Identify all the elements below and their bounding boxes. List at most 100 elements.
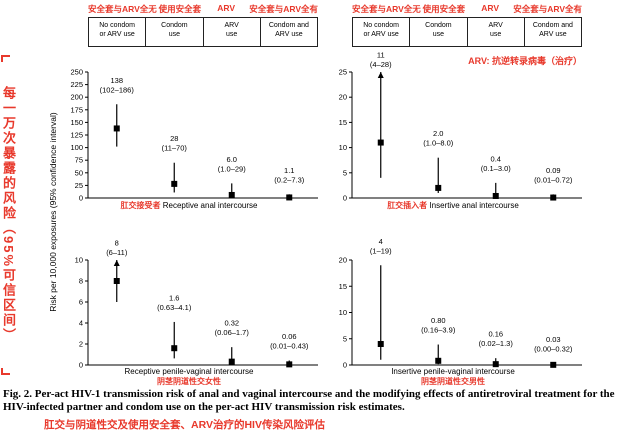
point-ci-label: (0.1–3.0) xyxy=(481,164,512,173)
point-ci-label: (1.0–29) xyxy=(218,164,246,173)
figure-caption: Fig. 2. Per-act HIV-1 transmission risk … xyxy=(3,388,615,414)
point-value-label: 8 xyxy=(115,239,119,248)
xlabel-en: Insertive penile-vaginal intercourse xyxy=(391,367,515,376)
clip-arrow-icon xyxy=(113,260,120,266)
point-ci-label: (0.2–7.3) xyxy=(274,175,305,184)
y-tick-label: 20 xyxy=(339,256,347,265)
col-header: ARV use xyxy=(202,18,260,46)
point-ci-label: (1.0–8.0) xyxy=(423,139,454,148)
point-value-label: 1.6 xyxy=(169,293,179,302)
col-header: Condom use xyxy=(145,18,202,46)
point-marker xyxy=(171,180,178,187)
xlabel-cn: 阴茎阴道性交男性 xyxy=(421,376,485,386)
xlabel-en: Receptive penile-vaginal intercourse xyxy=(124,367,254,376)
xlabel-en: Receptive anal intercourse xyxy=(162,201,258,210)
y-tick-label: 225 xyxy=(70,80,83,89)
y-tick-label: 4 xyxy=(79,319,83,328)
point-ci-label: (1–19) xyxy=(370,246,392,255)
xlabel-cn: 肛交插入者 xyxy=(387,201,428,210)
chart-insertive-anal: 0 5 10 15 20 25 11(4–28) 2.0(1.0–8.0) 0.4(0.1–3.… xyxy=(339,51,582,203)
point-marker xyxy=(286,361,293,368)
xlabel-bottom-left: Receptive penile-vaginal intercourse 阴茎阴… xyxy=(60,367,318,386)
xlabel-bottom-right: Insertive penile-vaginal intercourse 阴茎阴… xyxy=(324,367,582,386)
point-marker xyxy=(435,184,442,191)
y-tick-label: 10 xyxy=(75,256,83,265)
point-value-label: 0.32 xyxy=(224,319,239,328)
y-tick-label: 175 xyxy=(70,105,83,114)
col-header: ARV use xyxy=(466,18,524,46)
chart-receptive-vaginal: 02468108(6–11)1.6(0.63–4.1)0.32(0.06–1.7… xyxy=(75,239,318,370)
y-tick-label: 0 xyxy=(343,194,347,203)
chart-insertive-vaginal: 0 5 10 15 20 4(1–19) 0.80(0.16–3.9) 0.16(0.02–1… xyxy=(339,237,582,370)
point-value-label: 138 xyxy=(110,76,123,85)
y-tick-label: 25 xyxy=(75,181,83,190)
y-tick-label: 20 xyxy=(339,93,347,102)
point-value-label: 0.4 xyxy=(491,154,501,163)
point-value-label: 11 xyxy=(377,51,385,60)
cn-col-label: ARV xyxy=(481,3,499,13)
y-tick-label: 50 xyxy=(75,168,83,177)
y-tick-label: 150 xyxy=(70,118,83,127)
xlabel-cn: 肛交接受者 xyxy=(120,201,161,210)
y-tick-label: 125 xyxy=(70,131,83,140)
y-tick-label: 2 xyxy=(79,340,83,349)
point-marker xyxy=(171,345,178,352)
col-header: No condom or ARV use xyxy=(99,22,136,39)
figure-caption-cn: 肛交与阴道性交及使用安全套、ARV治疗的HIV传染风险评估 xyxy=(44,419,325,431)
column-header-box-right: No condom or ARV use Condom use ARV use … xyxy=(352,17,582,47)
y-tick-label: 250 xyxy=(70,68,83,77)
point-marker xyxy=(286,194,293,201)
xlabel-en: Insertive anal intercourse xyxy=(429,201,519,210)
cn-col-label: 使用安全套 xyxy=(422,4,466,14)
clip-arrow-icon xyxy=(377,72,384,78)
cn-col-label: 安全套与ARV全有 xyxy=(513,4,582,14)
y-tick-label: 0 xyxy=(79,194,83,203)
point-value-label: 0.03 xyxy=(546,335,561,344)
y-tick-label: 6 xyxy=(79,298,83,307)
y-tick-label: 10 xyxy=(339,143,347,152)
y-tick-label: 25 xyxy=(339,68,347,77)
y-tick-label: 8 xyxy=(79,277,83,286)
xlabel-top-right: 肛交插入者 Insertive anal intercourse xyxy=(324,200,582,211)
col-header: Condom and ARV use xyxy=(259,18,317,46)
point-ci-label: (0.01–0.72) xyxy=(534,175,573,184)
point-marker xyxy=(228,358,235,365)
y-tick-label: 5 xyxy=(343,168,347,177)
point-value-label: 6.0 xyxy=(227,155,237,164)
point-marker xyxy=(377,139,384,146)
point-marker xyxy=(550,194,557,201)
chart-receptive-anal: 0 25 50 75 100 125 150 175 200 225 250 138(102–186)… xyxy=(70,68,318,203)
point-value-label: 0.09 xyxy=(546,166,561,175)
point-value-label: 4 xyxy=(379,237,383,246)
y-tick-label: 100 xyxy=(70,143,83,152)
point-marker xyxy=(228,191,235,198)
point-ci-label: (0.00–0.32) xyxy=(534,344,573,353)
xlabel-top-left: 肛交接受者 Receptive anal intercourse xyxy=(60,200,318,211)
point-marker xyxy=(435,357,442,364)
cn-column-labels-left: 安全套与ARV全无 使用安全套 ARV 安全套与ARV全有 xyxy=(88,3,318,15)
y-tick-label: 0 xyxy=(343,361,347,370)
y-tick-label: 15 xyxy=(339,282,347,291)
point-value-label: 2.0 xyxy=(433,129,443,138)
y-tick-label: 75 xyxy=(75,156,83,165)
cn-col-label: 安全套与ARV全无 xyxy=(352,4,421,14)
cn-column-labels-right: 安全套与ARV全无 使用安全套 ARV 安全套与ARV全有 xyxy=(352,3,582,15)
point-ci-label: (0.06–1.7) xyxy=(215,328,250,337)
y-tick-label: 15 xyxy=(339,118,347,127)
point-marker xyxy=(113,278,120,284)
point-ci-label: (11–70) xyxy=(162,144,188,153)
col-header: No condom or ARV use xyxy=(363,22,400,39)
point-value-label: 0.06 xyxy=(282,332,297,341)
cn-col-label: ARV xyxy=(217,3,235,13)
point-ci-label: (6–11) xyxy=(106,248,128,257)
y-tick-label: 0 xyxy=(79,361,83,370)
point-value-label: 0.16 xyxy=(488,330,503,339)
point-ci-label: (0.63–4.1) xyxy=(157,303,192,312)
cn-col-label: 安全套与ARV全无 xyxy=(88,4,157,14)
arv-note: ARV: 抗逆转录病毒（治疗） xyxy=(468,56,582,66)
y-axis-label-cn: 每一万次暴露的风险（95%可信区间） xyxy=(1,86,16,344)
point-marker xyxy=(492,192,499,199)
bracket-bottom xyxy=(1,368,10,375)
point-value-label: 0.80 xyxy=(431,316,446,325)
